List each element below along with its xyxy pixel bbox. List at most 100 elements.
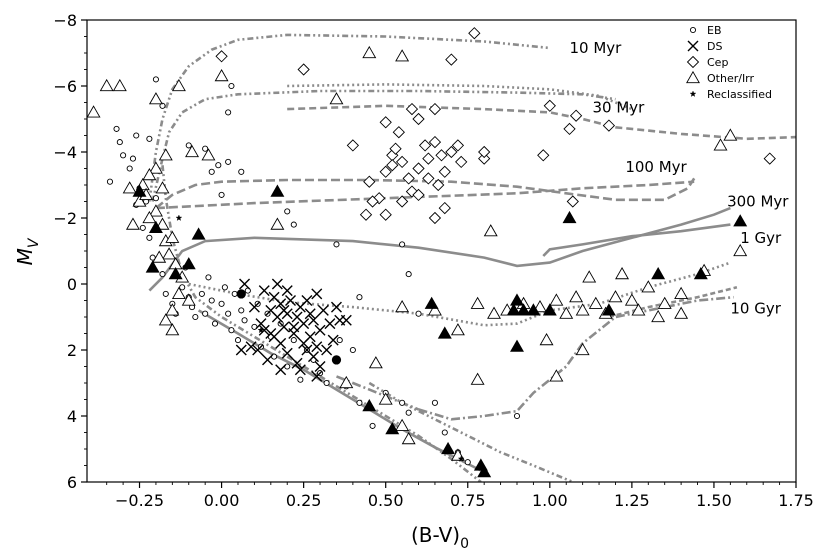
data-point — [363, 175, 376, 188]
data-point — [379, 208, 392, 221]
data-point — [281, 347, 293, 359]
data-point — [537, 149, 550, 162]
data-point — [356, 399, 363, 406]
data-point — [470, 372, 485, 385]
data-point — [191, 227, 206, 240]
data-point — [125, 217, 140, 230]
data-point — [631, 303, 646, 316]
data-point — [340, 314, 352, 326]
data-point — [301, 295, 313, 306]
data-point — [205, 274, 212, 281]
data-point — [339, 375, 354, 389]
data-point — [208, 168, 215, 175]
data-point — [366, 195, 379, 208]
data-point — [401, 431, 416, 445]
data-point — [588, 296, 603, 309]
legend-entry: DS — [687, 40, 722, 53]
data-point — [543, 99, 556, 112]
data-point — [248, 301, 260, 313]
data-point — [228, 327, 235, 334]
data-point — [689, 90, 697, 97]
data-point — [255, 318, 267, 330]
x-tick-label: 0.75 — [450, 491, 486, 510]
data-point — [165, 230, 180, 243]
isochrone-curve — [287, 104, 796, 141]
data-point — [290, 337, 297, 344]
data-point — [424, 296, 439, 309]
data-point — [304, 331, 316, 343]
x-tick-label: 1.25 — [614, 491, 650, 510]
data-point — [158, 148, 173, 161]
data-point — [148, 220, 163, 233]
data-point — [181, 293, 196, 306]
series-x — [235, 278, 352, 382]
data-point — [317, 304, 329, 316]
data-point — [693, 266, 708, 280]
data-point — [562, 210, 577, 224]
isochrone-curve — [161, 165, 482, 482]
data-point — [214, 68, 229, 82]
data-point — [733, 243, 748, 257]
data-point — [281, 285, 293, 297]
data-point — [113, 125, 120, 132]
y-axis-ticks: −8 −6 −4 −2 0 2 4 6 — [53, 11, 87, 492]
data-point — [146, 135, 153, 142]
data-point — [427, 303, 442, 316]
isochrone-curve — [188, 261, 731, 327]
data-point — [412, 188, 425, 202]
data-point — [362, 45, 377, 59]
legend-label: DS — [707, 40, 722, 53]
data-point — [236, 289, 246, 299]
data-point — [221, 284, 228, 291]
isochrone-labels: 10 Myr 30 Myr 100 Myr 300 Myr 1 Gyr 10 Gyr — [570, 39, 790, 318]
y-tick-label: 4 — [67, 407, 77, 426]
data-point — [297, 376, 304, 383]
data-point — [395, 49, 410, 62]
data-point — [563, 122, 576, 136]
data-point — [402, 172, 415, 185]
data-point — [372, 192, 386, 205]
data-point — [674, 306, 689, 319]
data-point — [238, 168, 245, 175]
data-point — [291, 357, 303, 369]
data-point — [333, 241, 340, 248]
legend-label: Reclassified — [707, 88, 772, 101]
data-point — [385, 422, 400, 435]
data-point — [278, 321, 290, 333]
data-point — [378, 392, 393, 405]
data-point — [395, 418, 410, 431]
data-point — [431, 399, 438, 406]
y-tick-label: −2 — [53, 209, 77, 228]
y-tick-label: −6 — [53, 77, 77, 96]
data-point — [687, 40, 699, 52]
data-point — [238, 307, 245, 314]
data-point — [733, 214, 748, 227]
data-point — [362, 398, 377, 412]
data-point — [270, 184, 285, 197]
data-point — [399, 399, 406, 406]
isochrone-curve — [151, 89, 616, 202]
data-point — [569, 290, 584, 303]
y-tick-label: −4 — [53, 143, 77, 162]
data-point — [478, 145, 491, 159]
data-point — [624, 293, 639, 306]
data-point — [122, 181, 137, 194]
data-point — [686, 55, 700, 69]
data-point — [510, 339, 524, 352]
data-point — [422, 152, 435, 165]
legend-label: Other/Irr — [707, 72, 755, 85]
data-point — [450, 323, 465, 336]
data-point — [477, 464, 492, 478]
series-diamond-open — [215, 27, 776, 225]
data-point — [428, 102, 442, 116]
data-point — [468, 27, 481, 40]
data-point — [405, 102, 419, 116]
data-point — [395, 299, 410, 313]
data-point — [165, 303, 180, 316]
x-tick-label: 0.25 — [286, 491, 322, 510]
data-point — [418, 139, 432, 152]
data-point — [171, 78, 186, 92]
data-point — [321, 344, 333, 356]
data-point — [215, 50, 228, 63]
y-tick-label: 0 — [67, 275, 77, 294]
